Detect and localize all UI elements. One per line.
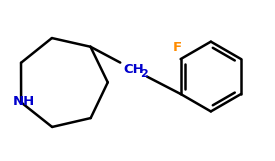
Text: CH: CH <box>123 63 144 76</box>
Text: 2: 2 <box>140 69 147 79</box>
Text: F: F <box>173 42 182 54</box>
Text: NH: NH <box>13 95 35 108</box>
